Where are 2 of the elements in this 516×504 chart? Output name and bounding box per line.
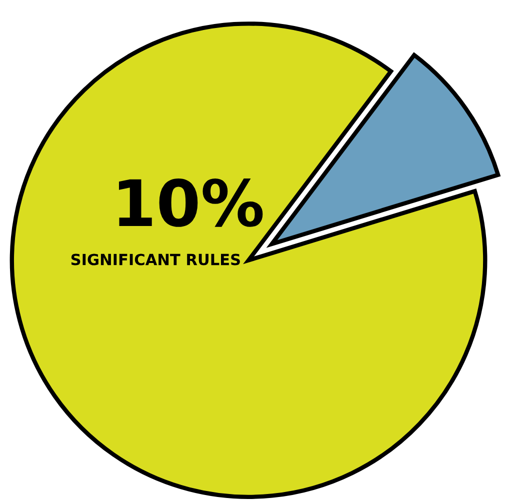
text: 10% <box>118 178 263 227</box>
text: SIGNIFICANT RULES <box>71 254 240 266</box>
